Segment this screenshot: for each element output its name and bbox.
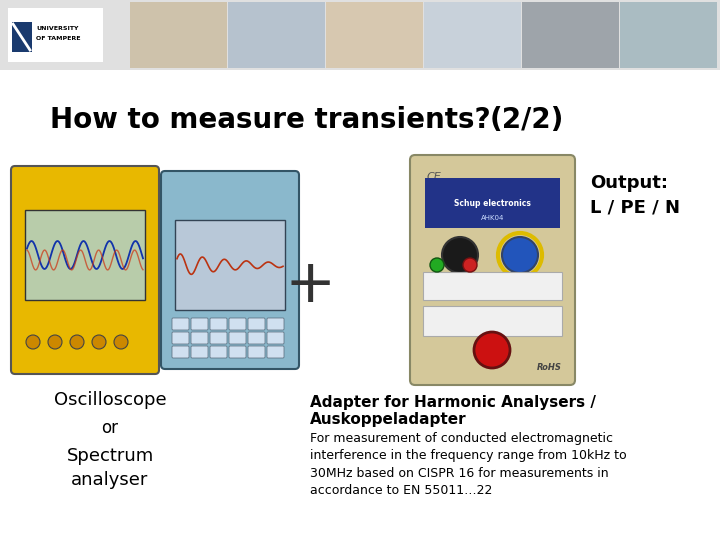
Text: How to measure transients?: How to measure transients? (50, 106, 490, 134)
FancyBboxPatch shape (267, 318, 284, 330)
FancyBboxPatch shape (210, 332, 227, 344)
Circle shape (502, 237, 538, 273)
FancyBboxPatch shape (172, 332, 189, 344)
Text: OF TAMPERE: OF TAMPERE (36, 36, 81, 40)
Text: Schup electronics: Schup electronics (454, 199, 531, 207)
Text: Output:
L / PE / N: Output: L / PE / N (590, 173, 680, 217)
Circle shape (442, 237, 478, 273)
Circle shape (26, 335, 40, 349)
FancyBboxPatch shape (248, 318, 265, 330)
FancyBboxPatch shape (410, 155, 575, 385)
Circle shape (474, 332, 510, 368)
FancyBboxPatch shape (172, 346, 189, 358)
FancyBboxPatch shape (248, 332, 265, 344)
FancyBboxPatch shape (229, 332, 246, 344)
Text: RoHS: RoHS (537, 363, 562, 372)
FancyBboxPatch shape (229, 346, 246, 358)
Text: UNIVERSITY: UNIVERSITY (36, 25, 78, 30)
Circle shape (70, 335, 84, 349)
FancyBboxPatch shape (267, 346, 284, 358)
FancyBboxPatch shape (11, 166, 159, 374)
FancyBboxPatch shape (191, 318, 208, 330)
FancyBboxPatch shape (172, 318, 189, 330)
FancyBboxPatch shape (326, 2, 423, 68)
FancyBboxPatch shape (25, 210, 145, 300)
FancyBboxPatch shape (0, 0, 720, 70)
Circle shape (463, 258, 477, 272)
Circle shape (430, 258, 444, 272)
FancyBboxPatch shape (210, 346, 227, 358)
Circle shape (48, 335, 62, 349)
FancyBboxPatch shape (423, 272, 562, 300)
FancyBboxPatch shape (210, 318, 227, 330)
Text: AHK04: AHK04 (481, 215, 504, 221)
FancyBboxPatch shape (161, 171, 299, 369)
Circle shape (114, 335, 128, 349)
FancyBboxPatch shape (191, 332, 208, 344)
FancyBboxPatch shape (12, 22, 32, 52)
FancyBboxPatch shape (620, 2, 717, 68)
FancyBboxPatch shape (8, 8, 103, 62)
FancyBboxPatch shape (228, 2, 325, 68)
FancyBboxPatch shape (425, 178, 560, 228)
FancyBboxPatch shape (522, 2, 619, 68)
FancyBboxPatch shape (130, 2, 227, 68)
Text: Auskoppeladapter: Auskoppeladapter (310, 412, 467, 427)
Text: Adapter for Harmonic Analysers /: Adapter for Harmonic Analysers / (310, 395, 596, 410)
FancyBboxPatch shape (191, 346, 208, 358)
FancyBboxPatch shape (175, 220, 285, 310)
Text: Spectrum
analyser: Spectrum analyser (66, 447, 153, 489)
Text: For measurement of conducted electromagnetic
interference in the frequency range: For measurement of conducted electromagn… (310, 432, 626, 497)
Text: CE: CE (427, 172, 442, 182)
FancyBboxPatch shape (424, 2, 521, 68)
Text: Oscilloscope: Oscilloscope (54, 391, 166, 409)
Text: +: + (284, 255, 336, 314)
Circle shape (92, 335, 106, 349)
FancyBboxPatch shape (267, 332, 284, 344)
FancyBboxPatch shape (229, 318, 246, 330)
FancyBboxPatch shape (423, 306, 562, 336)
Text: (2/2): (2/2) (490, 106, 564, 134)
Text: or: or (102, 419, 119, 437)
FancyBboxPatch shape (248, 346, 265, 358)
